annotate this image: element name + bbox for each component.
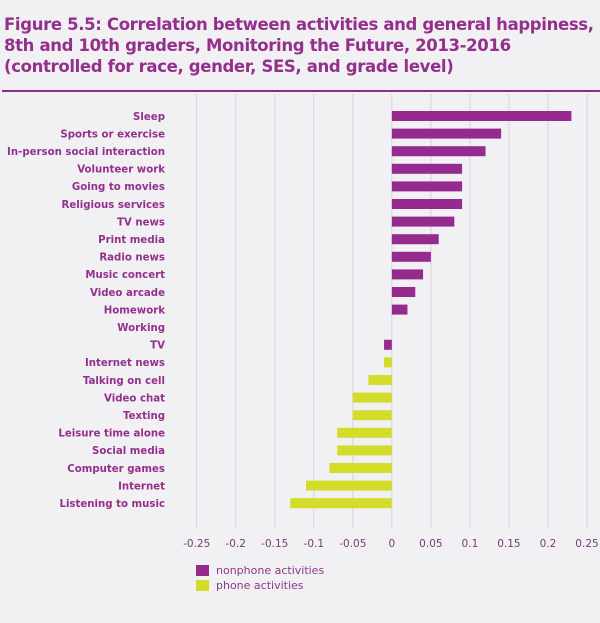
category-label: Radio news [99,253,165,264]
bar [391,146,486,157]
bar [352,392,392,403]
category-label: Video chat [104,393,165,404]
bar [391,128,502,139]
category-label: TV news [117,217,165,228]
chart-title: Figure 5.5: Correlation between activiti… [4,14,594,77]
category-label: In-person social interaction [7,147,165,158]
bar [391,163,463,174]
bar [391,111,572,121]
bar [391,199,463,209]
legend: nonphone activities phone activities [196,563,324,593]
bar [305,480,392,491]
gridlines [196,94,588,528]
category-labels: Sleep Sports or exercise In-person social … [7,112,165,510]
category-label: TV [150,341,165,352]
bar [329,463,392,473]
x-tick-label: -0.25 [183,538,210,550]
category-label: Homework [104,305,165,316]
bar [352,410,392,421]
category-label: Internet [118,481,165,492]
legend-item-phone: phone activities [196,578,324,593]
bar [337,427,392,438]
bar [384,357,392,368]
bar [391,304,408,315]
bar [391,251,431,262]
bar [337,445,392,456]
x-tick-label: 0 [389,538,396,550]
x-tick-label: 0.15 [497,538,520,550]
category-label: Texting [123,411,165,422]
category-label: Social media [92,446,165,457]
x-tick-label: 0.05 [419,538,442,550]
x-axis-ticks: -0.25 -0.2 -0.15 -0.1 -0.05 0 0.05 0.1 0.15 0.2 0.… [183,538,599,550]
category-label: Computer games [67,464,165,475]
bar [391,234,439,245]
category-label: Working [117,323,165,334]
x-tick-label: 0.25 [575,538,598,550]
title-line-2: 8th and 10th graders, Monitoring the Fut… [4,36,511,55]
bar [290,498,392,509]
category-label: Talking on cell [83,376,165,387]
bar [391,287,416,297]
category-label: Listening to music [59,499,165,510]
legend-item-nonphone: nonphone activities [196,563,324,578]
category-label: Sleep [133,112,165,123]
category-label: Video arcade [90,288,165,299]
bar [391,181,463,192]
legend-swatch-nonphone [196,565,209,576]
legend-label-phone: phone activities [216,579,304,592]
bar [391,269,424,280]
x-tick-label: 0.2 [540,538,557,550]
title-line-1: Figure 5.5: Correlation between activiti… [4,15,594,34]
x-tick-label: -0.15 [261,538,288,550]
bar [384,339,392,350]
bar [391,216,455,227]
category-label: Internet news [85,358,165,369]
category-label: Volunteer work [77,165,165,176]
bar [368,375,392,385]
x-tick-label: -0.1 [304,538,325,550]
x-tick-label: -0.2 [225,538,246,550]
legend-label-nonphone: nonphone activities [216,564,325,577]
title-line-3: (controlled for race, gender, SES, and g… [4,57,454,76]
legend-swatch-phone [196,580,209,591]
category-label: Going to movies [72,182,165,193]
category-label: Music concert [85,270,165,281]
category-label: Sports or exercise [60,129,165,140]
category-label: Religious services [61,200,165,211]
x-tick-label: -0.05 [339,538,366,550]
x-tick-label: 0.1 [462,538,479,550]
title-divider [2,90,600,92]
bars [290,111,572,509]
category-label: Leisure time alone [58,429,165,440]
category-label: Print media [98,235,165,246]
